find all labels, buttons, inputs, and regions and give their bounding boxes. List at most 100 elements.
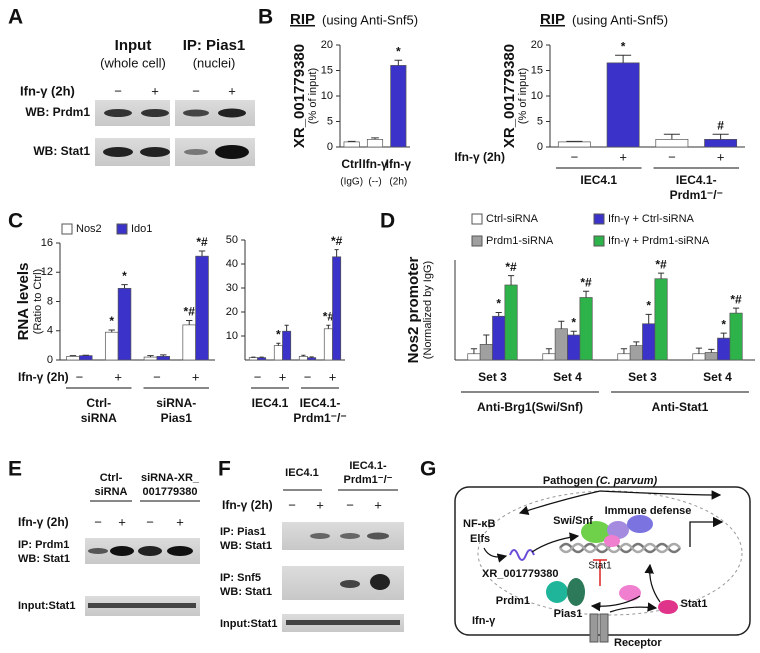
bar — [504, 284, 518, 361]
treatment-sign: + — [118, 514, 126, 529]
x-tick-label: − — [571, 149, 579, 164]
treatment-label: Ifn-γ (2h) — [18, 515, 69, 529]
band — [367, 532, 389, 540]
significance-label: *# — [505, 260, 517, 274]
error-bar — [108, 329, 115, 333]
error-bar — [657, 272, 665, 279]
group-label: IEC4.1- — [676, 173, 717, 187]
protein — [627, 515, 653, 533]
column-subtitle: (nuclei) — [193, 55, 236, 70]
diagram-label: XR_001779380 — [482, 568, 558, 580]
bar — [343, 141, 360, 148]
error-bar — [470, 348, 478, 354]
band — [140, 147, 170, 157]
significance-label: * — [109, 314, 114, 328]
column-subtitle: (whole cell) — [100, 55, 166, 70]
bar — [117, 287, 132, 361]
treatment-label: Ifn-γ (2h) — [18, 370, 69, 384]
legend-label: Ifn-γ + Ctrl-siRNA — [608, 213, 695, 225]
diagram — [454, 486, 751, 643]
blots — [85, 100, 404, 632]
x-tick-sublabel: (--) — [368, 177, 381, 188]
y-axis-label: XR_001779380 — [291, 44, 308, 148]
bar — [479, 344, 493, 361]
y-tick-label: 0 — [47, 354, 53, 366]
treatment-sign: + — [316, 497, 324, 512]
legend-swatch — [593, 235, 605, 247]
bar — [282, 330, 292, 361]
bar — [182, 324, 196, 361]
treatment-sign: + — [176, 514, 184, 529]
diagram-label: Prdm1 — [496, 595, 530, 607]
panel-letter: F — [218, 458, 231, 481]
x-tick-label: Set 4 — [703, 370, 732, 384]
x-tick-label: − — [304, 369, 312, 384]
x-tick-label: Set 3 — [628, 370, 657, 384]
panel-letter: E — [8, 458, 22, 481]
significance-label: * — [276, 327, 281, 341]
bar — [655, 139, 689, 148]
error-bar — [121, 284, 128, 289]
error-bar — [620, 348, 628, 354]
arrow — [590, 595, 641, 612]
legend-label: Ifn-γ + Prdm1-siRNA — [608, 235, 710, 247]
y-tick-label: 10 — [321, 90, 333, 102]
panel-letter: G — [420, 458, 436, 481]
panel-letter: B — [258, 6, 273, 29]
y-tick-label: 20 — [226, 306, 238, 318]
group-label: Pias1 — [161, 411, 193, 425]
bar — [248, 357, 258, 361]
receptor — [599, 613, 609, 643]
y-tick-label: 20 — [321, 39, 333, 51]
x-tick-label: Ifn-γ — [362, 157, 388, 171]
bar — [729, 312, 743, 361]
bar — [298, 356, 308, 361]
chart-subtitle: (using Anti-Snf5) — [322, 12, 418, 27]
error-bar — [695, 347, 703, 354]
column-title: Ctrl- — [100, 472, 123, 484]
error-bar — [507, 275, 515, 285]
bar — [629, 345, 643, 361]
pathogen-species: (C. parvum) — [596, 475, 657, 487]
treatment-sign: − — [146, 514, 154, 529]
band — [340, 580, 360, 588]
bar — [492, 315, 506, 361]
x-tick-label: − — [76, 369, 84, 384]
error-bar — [309, 356, 314, 358]
error-bar — [708, 348, 715, 353]
y-axis-unit: (Ratio to Ctrl) — [32, 269, 44, 334]
band — [103, 147, 133, 157]
x-tick-sublabel: (2h) — [389, 177, 407, 188]
error-bar — [566, 140, 583, 142]
blot-label: IP: Snf5 — [220, 572, 261, 584]
y-tick-label: 16 — [41, 237, 53, 249]
x-tick-label: + — [279, 369, 287, 384]
y-tick-label: 10 — [226, 330, 238, 342]
bar — [467, 353, 481, 361]
band — [167, 546, 193, 556]
column-title: 001779380 — [142, 486, 197, 498]
significance-label: * — [721, 317, 726, 331]
column-title: IEC4.1 — [285, 467, 319, 479]
column-title: Prdm1⁻/⁻ — [344, 474, 393, 486]
x-tick-label: + — [329, 369, 337, 384]
band — [88, 603, 196, 608]
x-tick-sublabel: (IgG) — [340, 177, 363, 188]
chart-title: RIP — [540, 11, 565, 28]
diagram-label: Elfs — [470, 533, 490, 545]
panel-letter: C — [8, 210, 23, 233]
legend-swatch — [471, 213, 483, 225]
receptor — [589, 613, 599, 643]
treatment-label: Ifn-γ (2h) — [20, 83, 75, 98]
legend-label: Prdm1-siRNA — [486, 235, 554, 247]
group-label: Prdm1⁻/⁻ — [670, 188, 723, 202]
error-bar — [394, 59, 403, 66]
significance-label: * — [496, 297, 501, 311]
protein — [619, 585, 641, 601]
significance-label: *# — [580, 275, 592, 289]
error-bar — [645, 313, 652, 324]
y-tick-label: 15 — [321, 64, 333, 76]
band — [218, 108, 246, 118]
bar — [143, 356, 158, 361]
